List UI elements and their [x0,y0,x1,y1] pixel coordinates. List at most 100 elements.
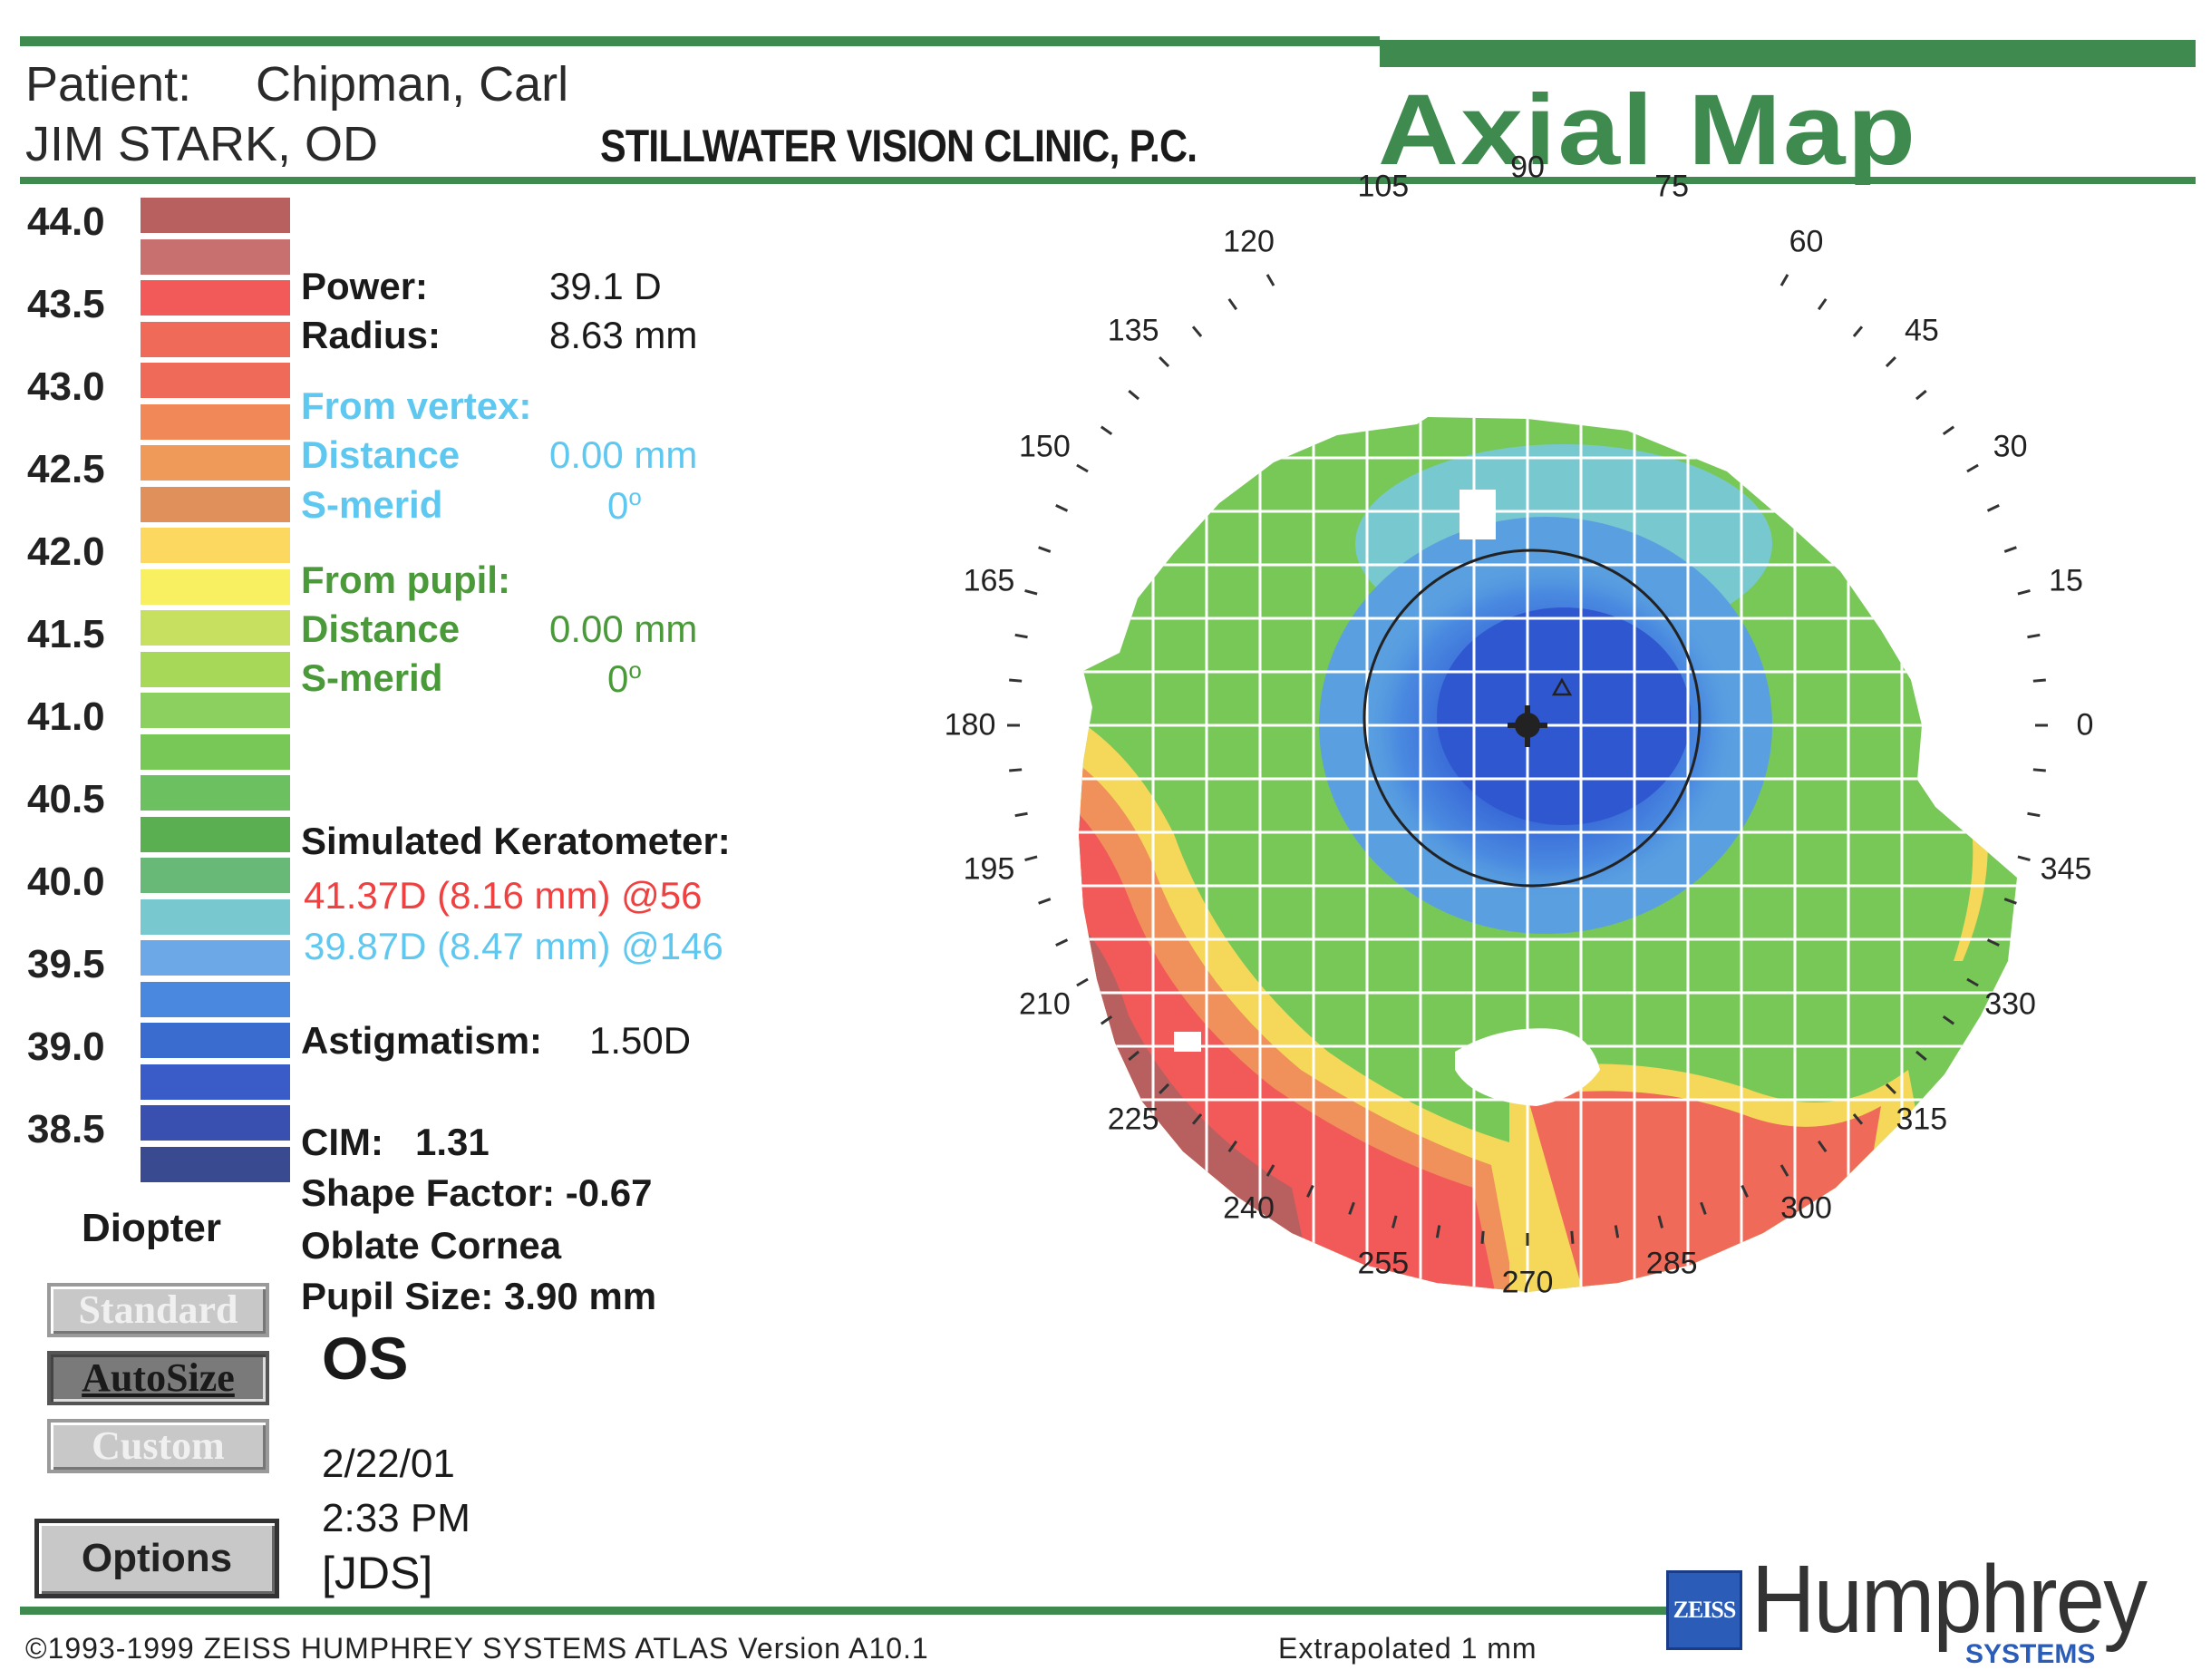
tick-mark [1159,356,1170,368]
cim-value: CIM: 1.31 [301,1121,490,1163]
tick-mark [1055,504,1069,512]
tick-mark [1915,389,1927,401]
clinic-name: STILLWATER VISION CLINIC, P.C. [600,121,1198,171]
patient-name: Chipman, Carl [256,57,569,112]
angle-label: 135 [1107,313,1159,348]
tick-mark [1306,1184,1314,1198]
tick-mark [1159,1083,1170,1094]
vertex-smerid-value: 0o [607,483,642,527]
pupil-distance-value: 0.00 mm [549,607,698,650]
angle-label: 30 [1993,429,2028,463]
tick-mark [1986,938,2000,947]
tick-mark [1817,1140,1828,1153]
color-swatch [141,280,290,316]
scale-label: 40.5 [27,777,105,821]
tick-mark [1009,768,1023,772]
tick-mark [2017,855,2031,862]
astigmatism-label: Astigmatism: [301,1019,543,1062]
tick-mark [2017,588,2031,596]
tick-mark [1885,1083,1896,1094]
tick-mark [1480,1230,1485,1244]
scale-label: 38.5 [27,1107,105,1151]
pupil-distance-label: Distance [301,607,461,650]
color-swatch [141,321,290,357]
standard-button[interactable]: Standard [47,1283,269,1337]
angle-label: 300 [1780,1190,1832,1226]
vertex-distance-label: Distance [301,433,461,476]
color-swatch [141,1023,290,1058]
vertex-distance-value: 0.00 mm [549,433,698,476]
angle-label: 210 [1019,986,1071,1021]
tick-mark [1986,504,2000,512]
color-swatch [141,733,290,770]
scale-label: 43.5 [27,282,105,326]
systems-logo: SYSTEMS [1965,1639,2096,1669]
angle-label: 150 [1019,429,1071,463]
footer-divider [20,1607,1670,1615]
color-swatch [141,445,290,481]
angle-label: 90 [1510,150,1545,185]
tick-mark [1024,588,1038,596]
angle-label: 120 [1223,224,1275,259]
tick-mark [1817,297,1828,311]
tick-mark [1227,1140,1238,1153]
angle-label: 345 [2040,851,2092,887]
tick-mark [1014,811,1028,818]
tick-mark [1227,297,1238,311]
angle-label: 180 [944,707,996,743]
angle-label: 330 [1984,986,2036,1021]
diopter-label: Diopter [82,1206,221,1250]
color-swatch [141,651,290,687]
tick-mark [1076,977,1089,987]
apex-triangle-icon [1551,677,1573,696]
tick-mark [1038,546,1052,553]
cornea-type: Oblate Cornea [301,1224,562,1267]
tick-mark [1915,1050,1927,1062]
tick-mark [1024,855,1038,862]
scale-label: 41.0 [27,694,105,739]
scale-label: 42.0 [27,529,105,574]
copyright-text: ©1993-1999 ZEISS HUMPHREY SYSTEMS ATLAS … [25,1632,929,1665]
tick-mark [1700,1201,1707,1215]
keratometer-flat: 39.87D (8.47 mm) @146 [304,925,723,967]
zeiss-logo: ZEISS [1666,1570,1742,1650]
angle-label: 195 [963,851,1015,887]
scale-label: 42.5 [27,447,105,491]
tick-mark [1741,1184,1749,1198]
power-value: 39.1 D [549,265,662,307]
tick-mark [1852,1113,1864,1125]
vertex-smerid-label: S-merid [301,483,443,526]
scale-label: 39.5 [27,942,105,986]
tick-mark [1348,1201,1355,1215]
color-swatch [141,940,290,976]
topography-map[interactable] [947,272,2108,1396]
angle-label: 270 [1501,1265,1554,1300]
scale-label: 39.0 [27,1025,105,1069]
tick-mark [1885,356,1896,368]
tick-mark [1942,425,1955,436]
shape-factor: Shape Factor: -0.67 [301,1171,653,1214]
tick-mark [1128,389,1139,401]
pupil-smerid-label: S-merid [301,656,443,699]
angle-label: 75 [1654,169,1690,204]
pupil-circle [1362,549,1702,888]
tick-mark [1779,274,1789,286]
options-button[interactable]: Options [34,1519,279,1598]
radius-value: 8.63 mm [549,314,698,356]
color-swatch [141,610,290,646]
zeiss-logo-text: ZEISS [1673,1597,1737,1623]
humphrey-logo: Humphrey [1751,1546,2148,1653]
vertex-marker [1508,705,1547,747]
tick-mark [1266,274,1275,286]
color-swatch [141,363,290,398]
color-swatch [141,198,290,233]
astigmatism-value: 1.50D [589,1019,692,1062]
tick-mark [1055,938,1069,947]
scale-label: 41.5 [27,612,105,656]
tick-mark [2003,546,2017,553]
tick-mark [1038,898,1052,905]
color-swatch [141,898,290,935]
tick-mark [1570,1230,1575,1244]
autosize-button[interactable]: AutoSize [47,1351,269,1405]
custom-button[interactable]: Custom [47,1419,269,1473]
